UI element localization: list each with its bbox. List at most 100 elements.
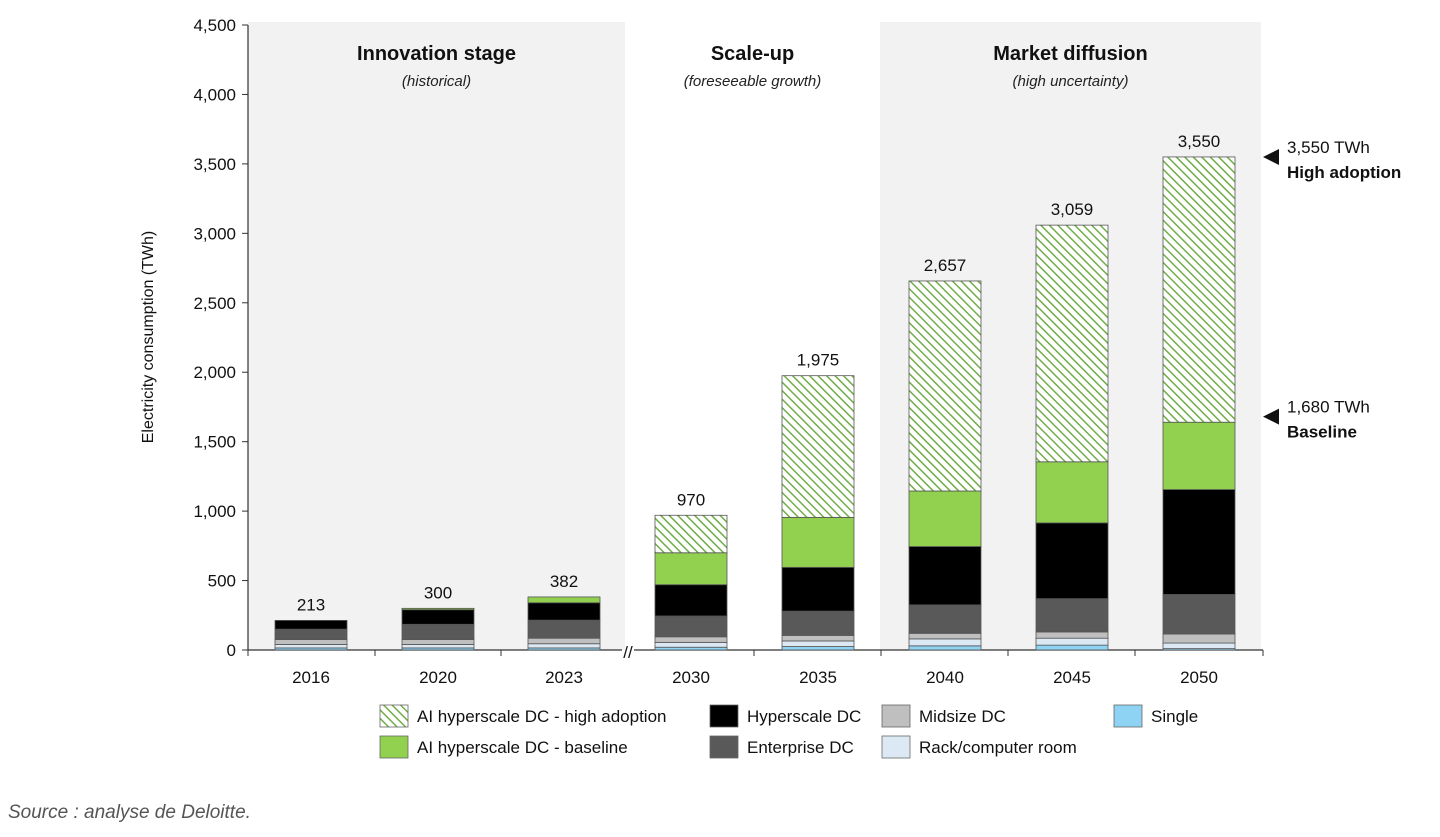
bar-segment (781, 610, 855, 636)
bar-segment (908, 546, 982, 606)
y-tick-label: 0 (227, 641, 236, 660)
bar-segment (274, 628, 348, 640)
source-note: Source : analyse de Deloitte. (8, 802, 251, 823)
chart: Innovation stage (historical) Scale-up (for… (140, 16, 1401, 759)
y-tick-label: 2,500 (193, 294, 236, 313)
bar-segment (1162, 633, 1236, 644)
bar-segment (527, 602, 601, 621)
bar-segment (1035, 598, 1109, 633)
stage-subtitle: (high uncertainty) (1013, 73, 1129, 90)
legend-label: Midsize DC (919, 707, 1006, 726)
legend-swatch (709, 704, 739, 728)
stage-title: Market diffusion (993, 43, 1147, 65)
stage-title: Innovation stage (357, 43, 516, 65)
bar-segment (274, 644, 348, 649)
bar-segment (781, 635, 855, 642)
bar-segment (781, 516, 855, 568)
bar-segment (654, 514, 728, 554)
bar-segment (908, 632, 982, 640)
legend-label: AI hyperscale DC - high adoption (417, 707, 666, 726)
bar-segment (781, 566, 855, 612)
legend-label: Rack/computer room (919, 738, 1077, 757)
legend-swatch (709, 735, 739, 759)
bar-segment (654, 552, 728, 586)
stage-labels: Innovation stage (historical) Scale-up (for… (357, 43, 1148, 90)
bar-segment (908, 490, 982, 547)
annotation-arrow (1263, 148, 1279, 165)
bar-segment (781, 375, 855, 518)
bar-segment (908, 604, 982, 634)
bar-segment (401, 609, 475, 625)
bar-segment (1035, 631, 1109, 639)
legend-label: Single (1151, 707, 1198, 726)
legend-swatch (1113, 704, 1143, 728)
bar-segment (654, 584, 728, 617)
annotation-value: 1,680 TWh (1287, 398, 1370, 417)
bar-segment (908, 645, 982, 651)
bar-segment (908, 638, 982, 647)
y-tick-label: 4,000 (193, 85, 236, 104)
x-tick-label: 2023 (545, 668, 583, 687)
bar-segment (654, 646, 728, 651)
bar-segment (527, 596, 601, 604)
bar-segment (908, 280, 982, 492)
stage-bg-0 (248, 22, 625, 650)
bar-segment (1162, 642, 1236, 650)
y-tick-label: 500 (208, 572, 236, 591)
annotations: 3,550 TWh High adoption 1,680 TWh Baseline (1263, 138, 1401, 442)
bar-segment (1035, 637, 1109, 646)
bar-segment (654, 641, 728, 648)
bar-total-label: 3,059 (1051, 200, 1094, 219)
stage-subtitle: (foreseeable growth) (684, 73, 822, 90)
y-tick-label: 3,500 (193, 155, 236, 174)
y-tick-label: 2,000 (193, 363, 236, 382)
legend-swatch (881, 704, 911, 728)
x-tick-label: 2020 (419, 668, 457, 687)
stage-backgrounds (248, 22, 1261, 650)
bar-segment (401, 607, 475, 611)
bar-total-label: 970 (677, 490, 705, 509)
x-tick-label: 2035 (799, 668, 837, 687)
bar-segment (1162, 594, 1236, 635)
bar-segment (401, 639, 475, 645)
bar-segment (781, 640, 855, 647)
annotation-arrow (1263, 408, 1279, 425)
legend-label: Enterprise DC (747, 738, 854, 757)
bar-segment (654, 615, 728, 638)
legend-swatch (379, 735, 409, 759)
bar-total-label: 300 (424, 583, 452, 602)
x-tick-label: 2016 (292, 668, 330, 687)
axis-break-mark: // (623, 643, 633, 662)
bar-total-label: 2,657 (924, 256, 967, 275)
bar-segment (654, 636, 728, 643)
bar-segment (1035, 522, 1109, 600)
bar-segment (527, 643, 601, 649)
stage-subtitle: (historical) (402, 73, 471, 90)
bar-total-label: 3,550 (1178, 132, 1221, 151)
bar-segment (401, 644, 475, 649)
y-tick-label: 3,000 (193, 224, 236, 243)
y-tick-label: 1,500 (193, 433, 236, 452)
x-tick-label: 2040 (926, 668, 964, 687)
bar-totals: 213 300 382 970 1,975 2,657 3,059 3,550 (297, 132, 1220, 614)
bar-segment (401, 623, 475, 640)
legend-label: AI hyperscale DC - baseline (417, 738, 628, 757)
bar-segment (1162, 156, 1236, 423)
x-tick-label: 2045 (1053, 668, 1091, 687)
bars (274, 156, 1236, 651)
annotation-value: 3,550 TWh (1287, 138, 1370, 157)
y-tick-label: 1,000 (193, 502, 236, 521)
bar-total-label: 382 (550, 572, 578, 591)
bar-total-label: 1,975 (797, 351, 840, 370)
y-axis-label: Electricity consumption (TWh) (140, 231, 157, 444)
bar-total-label: 213 (297, 595, 325, 614)
bar-segment (527, 637, 601, 645)
bar-segment (274, 639, 348, 645)
y-tick-label: 4,500 (193, 16, 236, 35)
legend-label: Hyperscale DC (747, 707, 861, 726)
bar-segment (274, 620, 348, 630)
annotation-caption: Baseline (1287, 423, 1357, 442)
x-tick-label: 2050 (1180, 668, 1218, 687)
bar-segment (527, 619, 601, 639)
axes: // 0 500 1,000 1,500 2,000 2,500 3,000 3,500 4,00… (140, 16, 1264, 687)
